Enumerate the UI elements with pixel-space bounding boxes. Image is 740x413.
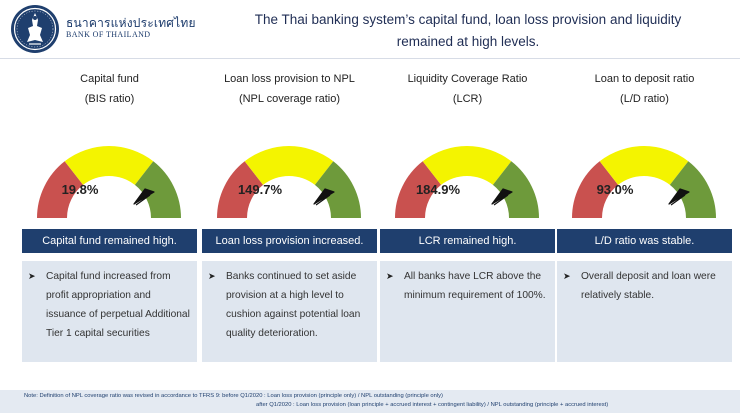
indicator-banner: L/D ratio was stable. bbox=[557, 229, 732, 253]
header-divider bbox=[0, 58, 740, 59]
indicator-title-line-1: Loan to deposit ratio bbox=[594, 73, 695, 85]
indicator-title-line-1: Liquidity Coverage Ratio bbox=[407, 73, 528, 85]
description-text: Capital fund increased from profit appro… bbox=[46, 271, 190, 339]
indicator-title: Loan loss provision to NPL (NPL coverage… bbox=[201, 69, 378, 109]
footer-note-line-1: Note: Definition of NPL coverage ratio w… bbox=[24, 393, 443, 399]
description-text: Banks continued to set aside provision a… bbox=[226, 271, 361, 339]
gauge-yellow-segment bbox=[64, 146, 154, 185]
footer-note: Note: Definition of NPL coverage ratio w… bbox=[0, 390, 740, 413]
gauge bbox=[37, 146, 181, 218]
indicator-description-panel: ➤ All banks have LCR above the minimum r… bbox=[380, 261, 555, 362]
gauge-yellow-segment bbox=[422, 146, 512, 185]
indicator-value: 93.0% bbox=[596, 182, 634, 197]
indicator-banner: Loan loss provision increased. bbox=[202, 229, 377, 253]
gauge-green-segment bbox=[134, 161, 181, 218]
gauge-needle-icon bbox=[313, 188, 335, 206]
footer-note-line-2: after Q1/2020 : Loan loss provision (loa… bbox=[256, 402, 609, 408]
gauge-needle-icon bbox=[133, 188, 155, 206]
headline-line-1: The Thai banking system’s capital fund, … bbox=[254, 12, 682, 27]
gauge-yellow-segment bbox=[244, 146, 334, 185]
indicator-title-line-1: Capital fund bbox=[80, 73, 139, 85]
description-text: Overall deposit and loan were relatively… bbox=[581, 271, 716, 301]
gauge bbox=[217, 146, 361, 218]
indicator-title: Liquidity Coverage Ratio (LCR) bbox=[379, 69, 556, 109]
indicator-title-line-2: (LCR) bbox=[452, 93, 483, 105]
arrow-bullet-icon: ➤ bbox=[386, 271, 394, 281]
arrow-bullet-icon: ➤ bbox=[563, 271, 571, 281]
description-text: All banks have LCR above the minimum req… bbox=[404, 271, 546, 301]
indicator-value: 19.8% bbox=[61, 182, 99, 197]
brand-name-english: BANK OF THAILAND bbox=[66, 30, 151, 39]
gauge-yellow-segment bbox=[599, 146, 689, 185]
gauge-green-segment bbox=[669, 161, 716, 218]
indicator-banner: Capital fund remained high. bbox=[22, 229, 197, 253]
header: ธนาคารแห่งประเทศไทย BANK OF THAILAND The… bbox=[0, 0, 740, 62]
indicator-description-panel: ➤ Overall deposit and loan were relative… bbox=[557, 261, 732, 362]
indicator-title-line-2: (BIS ratio) bbox=[84, 93, 135, 105]
indicator-value: 184.9% bbox=[415, 182, 461, 197]
gauge-red-segment bbox=[395, 161, 442, 218]
gauge bbox=[572, 146, 716, 218]
gauge-red-segment bbox=[572, 161, 619, 218]
description-bullet: ➤ Overall deposit and loan were relative… bbox=[563, 267, 726, 305]
description-bullet: ➤ All banks have LCR above the minimum r… bbox=[386, 267, 549, 305]
indicator-value: 149.7% bbox=[237, 182, 283, 197]
gauge-needle-icon bbox=[491, 188, 513, 206]
indicator-banner: LCR remained high. bbox=[380, 229, 555, 253]
indicator-column: Loan to deposit ratio (L/D ratio) 93.0% … bbox=[556, 62, 733, 362]
page-headline: The Thai banking system’s capital fund, … bbox=[200, 9, 736, 53]
indicator-column: Loan loss provision to NPL (NPL coverage… bbox=[201, 62, 378, 362]
indicator-title-line-1: Loan loss provision to NPL bbox=[224, 73, 355, 85]
indicator-title-line-2: (L/D ratio) bbox=[620, 93, 669, 105]
indicator-column: Liquidity Coverage Ratio (LCR) 184.9% LC… bbox=[379, 62, 556, 362]
gauge-green-segment bbox=[314, 161, 361, 218]
description-bullet: ➤ Capital fund increased from profit app… bbox=[28, 267, 191, 343]
headline-line-2: remained at high levels. bbox=[396, 34, 540, 49]
gauge bbox=[395, 146, 539, 218]
gauge-needle-icon bbox=[668, 188, 690, 206]
description-bullet: ➤ Banks continued to set aside provision… bbox=[208, 267, 371, 343]
gauge-red-segment bbox=[217, 161, 264, 218]
bank-of-thailand-logo-icon bbox=[11, 5, 59, 53]
arrow-bullet-icon: ➤ bbox=[28, 271, 36, 281]
indicator-column: Capital fund (BIS ratio) 19.8% Capital f… bbox=[21, 62, 198, 362]
indicator-title-line-2: (NPL coverage ratio) bbox=[238, 93, 341, 105]
indicator-description-panel: ➤ Banks continued to set aside provision… bbox=[202, 261, 377, 362]
gauge-green-segment bbox=[492, 161, 539, 218]
indicator-description-panel: ➤ Capital fund increased from profit app… bbox=[22, 261, 197, 362]
indicator-title: Loan to deposit ratio (L/D ratio) bbox=[556, 69, 733, 109]
brand-name-thai: ธนาคารแห่งประเทศไทย bbox=[66, 16, 196, 30]
arrow-bullet-icon: ➤ bbox=[208, 271, 216, 281]
gauge-red-segment bbox=[37, 161, 84, 218]
indicator-title: Capital fund (BIS ratio) bbox=[21, 69, 198, 109]
